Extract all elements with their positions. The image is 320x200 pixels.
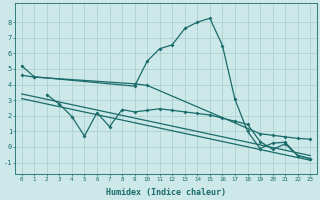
X-axis label: Humidex (Indice chaleur): Humidex (Indice chaleur) [106,188,226,197]
